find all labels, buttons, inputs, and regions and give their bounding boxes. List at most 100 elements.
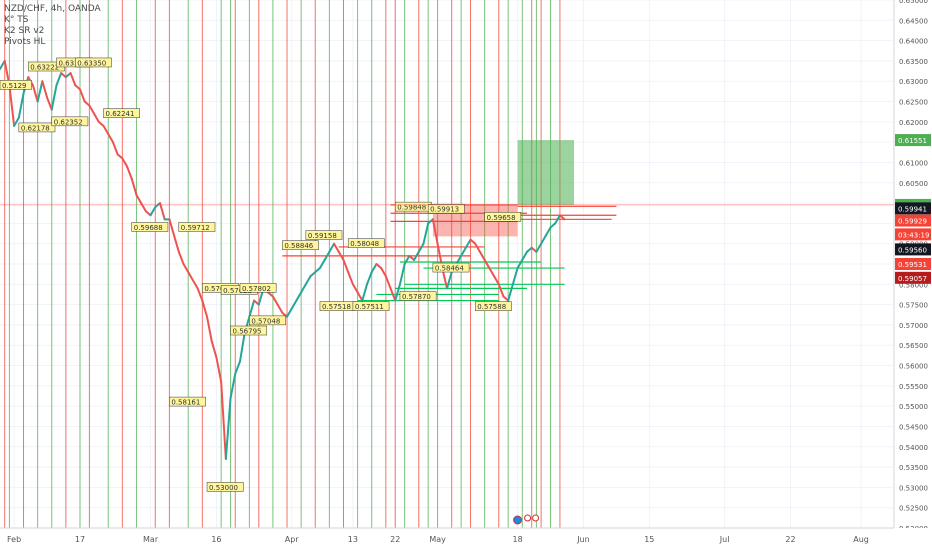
price-segment [497, 283, 505, 298]
price-segment [333, 242, 340, 253]
price-segment [111, 141, 119, 156]
symbol-title[interactable]: NZD/CHF, 4h, OANDA [4, 4, 101, 14]
price-segment [191, 279, 199, 290]
price-segment [281, 311, 289, 318]
pivot-label-text: 0.58161 [171, 399, 200, 407]
price-segment [267, 291, 274, 298]
pivot-label-box [347, 238, 385, 248]
pivot-label: 0.59913 [427, 203, 465, 214]
price-segment [394, 283, 401, 302]
y-tick-label: 0.64500 [899, 17, 928, 25]
price-segment [144, 210, 152, 217]
x-tick-label: 15 [644, 535, 654, 544]
pivot-label: 0.57511 [352, 301, 390, 311]
price-axis-tag-bg [895, 243, 931, 256]
event-marker-icon[interactable] [524, 514, 532, 522]
price-segment [549, 222, 557, 229]
price-segment [248, 299, 256, 318]
price-segment [361, 283, 369, 302]
price-segment [328, 242, 336, 253]
indicator-k2sr[interactable]: K2 SR v2 [4, 26, 45, 36]
pivot-label-box [432, 262, 470, 273]
price-segment [102, 124, 110, 136]
price-segment [469, 238, 477, 245]
price-segment [493, 275, 500, 286]
price-segment [530, 246, 538, 253]
price-segment [347, 271, 354, 286]
pivot-label-text: 0.59158 [308, 232, 337, 240]
price-segment [135, 193, 143, 205]
price-axis-tag-text: 0.59560 [898, 246, 927, 254]
pivot-label-box [305, 230, 343, 240]
y-tick-label: 0.65000 [899, 0, 928, 5]
pivot-label-box [51, 116, 89, 127]
y-tick-label: 0.56000 [899, 363, 928, 371]
price-axis-tag: 0.59929 [895, 214, 931, 227]
pivot-label-box [230, 325, 268, 336]
y-tick-label: 0.53500 [899, 464, 928, 472]
price-segment [554, 214, 561, 225]
pivot-label: 0.59158 [305, 230, 343, 240]
price-segment [408, 254, 416, 261]
price-segment [224, 397, 232, 460]
price-segment [220, 380, 227, 460]
price-segment [149, 206, 157, 217]
price-segment [50, 84, 58, 111]
y-tick-label: 0.63000 [899, 78, 928, 86]
target-zone [517, 140, 575, 205]
pivot-label-text: 0.57645 [204, 285, 233, 293]
pivot-label-text: 0.5129 [2, 82, 27, 90]
indicator-pivots[interactable]: Pivots HL [4, 37, 46, 47]
event-icons[interactable] [513, 514, 540, 525]
price-axis-tag-bg [895, 258, 931, 270]
flag-event-icon[interactable] [513, 515, 523, 525]
y-tick-label: 0.61000 [899, 159, 928, 167]
price-segment [318, 258, 326, 270]
pivot-label: 0.63350 [75, 57, 112, 67]
price-segment [69, 72, 77, 87]
pivot-label-text: 0.62241 [106, 110, 135, 118]
x-tick-label: 13 [348, 535, 358, 544]
event-marker-icon[interactable] [532, 514, 540, 522]
price-segment [295, 291, 303, 302]
price-segment [474, 242, 481, 253]
y-tick-label: 0.58000 [899, 281, 928, 289]
price-segment [140, 202, 147, 213]
price-segment [46, 96, 53, 111]
price-axis-tag: 0.59941 [895, 202, 931, 215]
pivot-label-box [169, 396, 206, 407]
pivot-label: 0.59712 [178, 222, 216, 232]
y-tick-label: 0.63500 [899, 58, 928, 66]
price-segment [521, 250, 528, 261]
price-segment [540, 234, 547, 245]
price-axis-tag-text: 0.59531 [898, 261, 927, 269]
x-tick-label: 22 [390, 535, 400, 544]
price-segment [422, 222, 430, 245]
pivot-label-text: 0.62178 [21, 124, 50, 132]
x-axis[interactable]: Feb 17 Mar 16 Apr 13 22 May 18 Jun 15 Jul 22 Aug [0, 527, 932, 550]
price-segment [13, 116, 20, 127]
pivot-label-box [18, 122, 56, 133]
y-tick-label: 0.60500 [899, 180, 928, 188]
pivot-label-text: 0.57870 [402, 293, 431, 301]
pivot-label-text: 0.59913 [430, 206, 459, 214]
price-segment [83, 100, 91, 107]
price-segment [130, 177, 138, 196]
price-segment [375, 263, 383, 270]
price-segment [478, 250, 486, 261]
price-segment [206, 315, 213, 343]
price-segment [286, 307, 293, 318]
price-segment [323, 250, 331, 261]
x-tick-label: Feb [7, 535, 21, 544]
price-segment [290, 299, 298, 310]
pivot-label: 0.62352 [51, 116, 89, 127]
price-segment [558, 214, 566, 221]
price-axis-tag: 0.59531 [895, 258, 931, 270]
indicator-kts[interactable]: K° TS [4, 15, 29, 25]
x-tick-label: Mar [143, 535, 159, 544]
price-segment [201, 299, 209, 318]
pivot-label: 0.59688 [131, 222, 169, 232]
price-series [0, 59, 566, 460]
